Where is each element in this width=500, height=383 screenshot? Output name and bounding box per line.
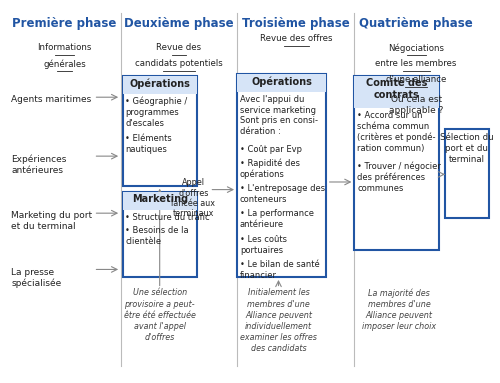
Text: Appel
d'offres
lancée aux
terminaux: Appel d'offres lancée aux terminaux (172, 178, 216, 218)
Text: Opérations: Opérations (251, 76, 312, 87)
Text: Initialement les
membres d'une
Alliance peuvent
individuellement
examiner les of: Initialement les membres d'une Alliance … (240, 288, 317, 353)
Text: • Coût par Evp: • Coût par Evp (240, 145, 302, 154)
Text: Revue des: Revue des (156, 43, 202, 52)
Text: Agents maritimes: Agents maritimes (12, 95, 92, 103)
Text: • Besoins de la
clientèle: • Besoins de la clientèle (126, 226, 189, 246)
Text: • Accord sur un
schéma commun
(critères et pondé-
ration commun): • Accord sur un schéma commun (critères … (357, 111, 436, 153)
Text: Sélection du
port et du
terminal: Sélection du port et du terminal (440, 133, 494, 164)
FancyBboxPatch shape (122, 192, 198, 277)
Text: • La performance
antérieure: • La performance antérieure (240, 210, 314, 229)
Text: Avec l'appui du
service marketing
Sont pris en consi-
dération :: Avec l'appui du service marketing Sont p… (240, 95, 318, 136)
Text: Marketing du port
et du terminal: Marketing du port et du terminal (12, 211, 92, 231)
Text: générales: générales (43, 59, 86, 69)
Text: Expériences
antérieures: Expériences antérieures (12, 154, 67, 175)
Text: Marketing: Marketing (132, 194, 188, 204)
Text: Comité des
contrats: Comité des contrats (366, 78, 428, 100)
Text: • Les coûts
portuaires: • Les coûts portuaires (240, 235, 287, 255)
Text: candidats potentiels: candidats potentiels (135, 59, 223, 68)
Text: • Géographie /
programmes
d'escales: • Géographie / programmes d'escales (126, 97, 188, 128)
FancyBboxPatch shape (122, 75, 198, 186)
Text: La presse
spécialisée: La presse spécialisée (12, 268, 62, 288)
Text: • Rapidité des
opérations: • Rapidité des opérations (240, 159, 300, 179)
Text: • Trouver / négocier
des préférences
communes: • Trouver / négocier des préférences com… (357, 161, 441, 193)
Text: Revue des offres: Revue des offres (260, 34, 332, 43)
FancyBboxPatch shape (445, 129, 488, 218)
Text: entre les membres: entre les membres (376, 59, 457, 68)
FancyBboxPatch shape (354, 75, 439, 250)
FancyBboxPatch shape (237, 74, 326, 92)
Text: • Structure du trafic: • Structure du trafic (126, 213, 210, 222)
Text: • L'entreposage des
conteneurs: • L'entreposage des conteneurs (240, 184, 325, 204)
Text: • Eléments
nautiques: • Eléments nautiques (126, 134, 172, 154)
Text: Quatrième phase: Quatrième phase (360, 16, 473, 29)
FancyBboxPatch shape (237, 74, 326, 277)
FancyBboxPatch shape (354, 75, 439, 108)
Text: Une sélection
provisoire a peut-
être été effectuée
avant l'appel
d'offres: Une sélection provisoire a peut- être ét… (124, 288, 196, 342)
Text: Informations: Informations (38, 43, 92, 52)
Text: Deuxième phase: Deuxième phase (124, 16, 234, 29)
Text: Opérations: Opérations (130, 78, 190, 89)
Text: La majorité des
membres d'une
Alliance peuvent
imposer leur choix: La majorité des membres d'une Alliance p… (362, 288, 436, 331)
Text: Négociations: Négociations (388, 43, 444, 53)
FancyBboxPatch shape (122, 75, 198, 94)
Text: • Le bilan de santé
financier: • Le bilan de santé financier (240, 260, 320, 280)
Text: Première phase: Première phase (12, 16, 117, 29)
Text: Où cela est
applicable ?: Où cela est applicable ? (389, 95, 444, 115)
Text: Troisième phase: Troisième phase (242, 16, 350, 29)
FancyBboxPatch shape (122, 192, 198, 210)
Text: d'une alliance: d'une alliance (386, 75, 446, 84)
